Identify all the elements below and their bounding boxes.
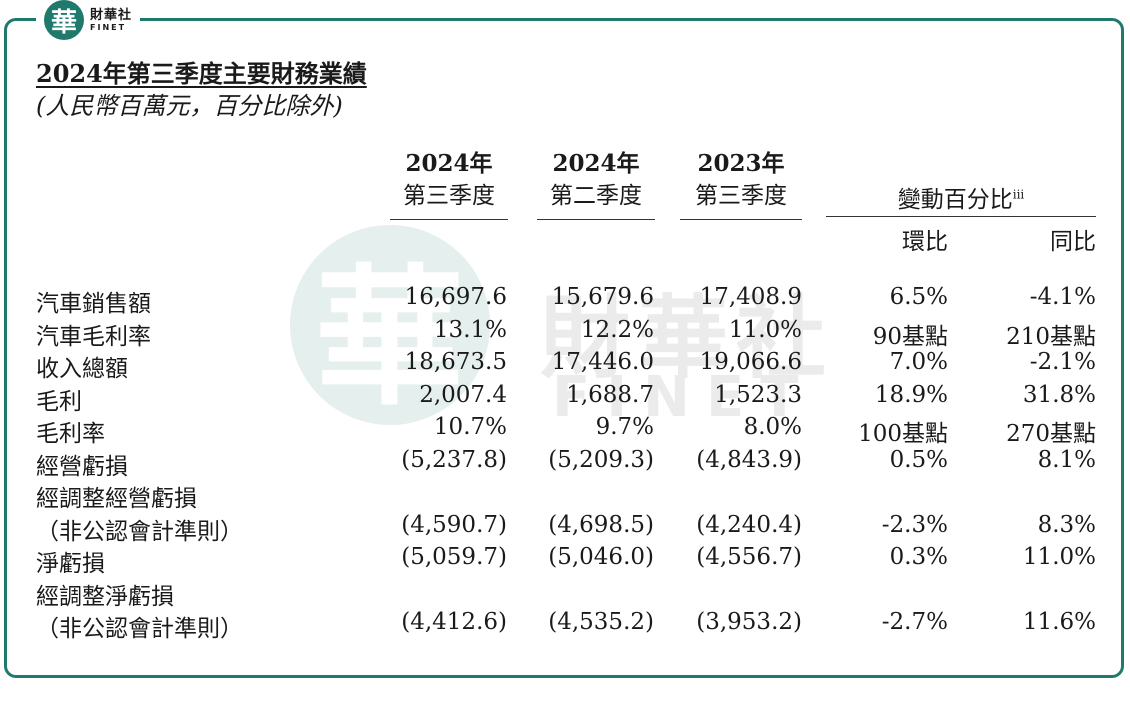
- row-label: 汽車毛利率: [36, 323, 151, 350]
- cell: 2,007.4: [419, 381, 507, 408]
- row-label: （非公認會計準則）: [36, 616, 243, 642]
- cell: (4,240.4): [696, 511, 802, 538]
- cell: 7.0%: [889, 349, 948, 375]
- table-row: 毛利 2,007.4 1,688.7 1,523.3 18.9% 31.8%: [0, 382, 1130, 415]
- cell: (3,953.2): [696, 609, 802, 635]
- page-subtitle: (人民幣百萬元，百分比除外): [36, 92, 343, 120]
- row-label: 經營虧損: [36, 453, 128, 480]
- cell: -4.1%: [1029, 284, 1096, 310]
- logo-mark-icon: 華: [44, 0, 84, 40]
- cell: (4,843.9): [696, 446, 802, 473]
- cell: 13.1%: [433, 316, 507, 343]
- cell: (4,590.7): [401, 511, 507, 538]
- column-header-year: 2024年: [552, 150, 640, 177]
- row-label: 經調整淨虧損: [36, 583, 174, 610]
- cell: (4,556.7): [696, 544, 802, 570]
- cell: 12.2%: [580, 316, 654, 343]
- page-title: 2024年第三季度主要財務業績: [36, 59, 367, 88]
- cell: 90基點: [872, 323, 948, 350]
- table-row: 收入總額 18,673.5 17,446.0 19,066.6 7.0% -2.…: [0, 349, 1130, 382]
- row-label: 經調整經營虧損: [36, 486, 197, 512]
- table-row: 經營虧損 (5,237.8) (5,209.3) (4,843.9) 0.5% …: [0, 447, 1130, 480]
- change-percent-header: 變動百分比iii: [826, 180, 1096, 214]
- cell: 9.7%: [595, 414, 654, 440]
- cell: 18.9%: [874, 381, 948, 408]
- cell: 0.3%: [889, 544, 948, 570]
- cell: 1,688.7: [566, 381, 654, 408]
- cell: 17,408.9: [699, 284, 802, 310]
- row-label: 淨虧損: [36, 551, 105, 577]
- column-header-quarter: 第二季度: [550, 183, 642, 209]
- table-row: 經調整經營虧損: [0, 479, 1130, 512]
- table-row: （非公認會計準則） (4,412.6) (4,535.2) (3,953.2) …: [0, 609, 1130, 642]
- row-label: 毛利: [36, 388, 82, 415]
- cell: 19,066.6: [699, 349, 802, 375]
- change-header-rule: [826, 216, 1096, 217]
- cell: 11.6%: [1022, 609, 1096, 635]
- cell: -2.7%: [881, 609, 948, 635]
- cell: (4,698.5): [548, 511, 654, 538]
- results-table: 汽車銷售額 16,697.6 15,679.6 17,408.9 6.5% -4…: [0, 284, 1130, 642]
- column-header-quarter: 第三季度: [695, 183, 787, 209]
- row-label: （非公認會計準則）: [36, 518, 243, 545]
- cell: (4,412.6): [401, 609, 507, 635]
- cell: (5,059.7): [401, 544, 507, 570]
- cell: 16,697.6: [404, 284, 507, 310]
- table-row: 汽車毛利率 13.1% 12.2% 11.0% 90基點 210基點: [0, 317, 1130, 350]
- row-label: 收入總額: [36, 356, 128, 382]
- table-row: 毛利率 10.7% 9.7% 8.0% 100基點 270基點: [0, 414, 1130, 447]
- cell: -2.1%: [1029, 349, 1096, 375]
- report-frame: [4, 18, 1124, 678]
- logo-name-en: FINET: [90, 22, 127, 32]
- cell: 31.8%: [1022, 381, 1096, 408]
- row-label: 毛利率: [36, 421, 105, 447]
- logo-name-cn: 財華社: [90, 7, 133, 23]
- column-header-year: 2023年: [697, 150, 785, 177]
- yoy-header: 同比: [1050, 229, 1096, 255]
- cell: 270基點: [1006, 421, 1096, 447]
- table-row: 經調整淨虧損: [0, 577, 1130, 610]
- table-row: 汽車銷售額 16,697.6 15,679.6 17,408.9 6.5% -4…: [0, 284, 1130, 317]
- cell: 1,523.3: [714, 381, 802, 408]
- cell: 11.0%: [1022, 544, 1096, 570]
- cell: 8.0%: [743, 414, 802, 440]
- cell: (5,237.8): [401, 446, 507, 473]
- cell: 8.3%: [1037, 511, 1096, 538]
- column-header-1: 2024年 第三季度: [390, 148, 508, 220]
- column-header-year: 2024年: [405, 150, 493, 177]
- cell: (5,209.3): [548, 446, 654, 473]
- change-note-marker: iii: [1012, 187, 1025, 202]
- cell: 15,679.6: [551, 284, 654, 310]
- qoq-header: 環比: [902, 229, 948, 255]
- cell: 8.1%: [1037, 446, 1096, 473]
- column-header-3: 2023年 第三季度: [680, 148, 802, 220]
- row-label: 汽車銷售額: [36, 291, 151, 317]
- column-header-quarter: 第三季度: [403, 183, 495, 209]
- cell: 10.7%: [433, 414, 507, 440]
- cell: 210基點: [1006, 323, 1096, 350]
- cell: 6.5%: [889, 284, 948, 310]
- cell: -2.3%: [881, 511, 948, 538]
- cell: 11.0%: [728, 316, 802, 343]
- table-row: （非公認會計準則） (4,590.7) (4,698.5) (4,240.4) …: [0, 512, 1130, 545]
- cell: 100基點: [858, 421, 948, 447]
- cell: (5,046.0): [548, 544, 654, 570]
- change-percent-label: 變動百分比: [897, 187, 1013, 213]
- column-header-2: 2024年 第二季度: [537, 148, 655, 220]
- finet-logo: 華 財華社 FINET: [36, 0, 141, 40]
- cell: 0.5%: [889, 446, 948, 473]
- table-row: 淨虧損 (5,059.7) (5,046.0) (4,556.7) 0.3% 1…: [0, 544, 1130, 577]
- cell: (4,535.2): [548, 609, 654, 635]
- cell: 17,446.0: [551, 349, 654, 375]
- cell: 18,673.5: [404, 349, 507, 375]
